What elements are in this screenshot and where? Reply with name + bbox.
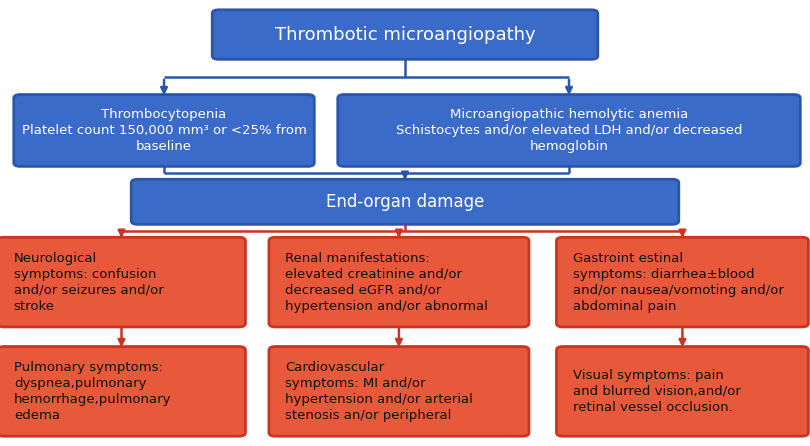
Text: Neurological
symptoms: confusion
and/or seizures and/or
stroke: Neurological symptoms: confusion and/or … — [14, 252, 164, 313]
FancyBboxPatch shape — [0, 347, 245, 436]
FancyBboxPatch shape — [338, 95, 800, 166]
FancyBboxPatch shape — [212, 10, 598, 59]
Text: Microangiopathic hemolytic anemia
Schistocytes and/or elevated LDH and/or decrea: Microangiopathic hemolytic anemia Schist… — [396, 108, 742, 153]
Text: End-organ damage: End-organ damage — [326, 193, 484, 211]
Text: Visual symptoms: pain
and blurred vision,and/or
retinal vessel occlusion.: Visual symptoms: pain and blurred vision… — [573, 369, 740, 414]
Text: Gastroint estinal
symptoms: diarrhea±blood
and/or nausea/vomoting and/or
abdomin: Gastroint estinal symptoms: diarrhea±blo… — [573, 252, 783, 313]
FancyBboxPatch shape — [556, 237, 808, 327]
Text: Thrombotic microangiopathy: Thrombotic microangiopathy — [275, 25, 535, 44]
Text: Pulmonary symptoms:
dyspnea,pulmonary
hemorrhage,pulmonary
edema: Pulmonary symptoms: dyspnea,pulmonary he… — [14, 361, 171, 422]
FancyBboxPatch shape — [269, 347, 529, 436]
FancyBboxPatch shape — [556, 347, 808, 436]
Text: Renal manifestations:
elevated creatinine and/or
decreased eGFR and/or
hypertens: Renal manifestations: elevated creatinin… — [285, 252, 488, 313]
Text: Thrombocytopenia
Platelet count 150,000 mm³ or <25% from
baseline: Thrombocytopenia Platelet count 150,000 … — [22, 108, 306, 153]
FancyBboxPatch shape — [0, 237, 245, 327]
FancyBboxPatch shape — [131, 179, 679, 224]
FancyBboxPatch shape — [269, 237, 529, 327]
FancyBboxPatch shape — [14, 95, 314, 166]
Text: Cardiovascular
symptoms: MI and/or
hypertension and/or arterial
stenosis an/or p: Cardiovascular symptoms: MI and/or hyper… — [285, 361, 473, 422]
